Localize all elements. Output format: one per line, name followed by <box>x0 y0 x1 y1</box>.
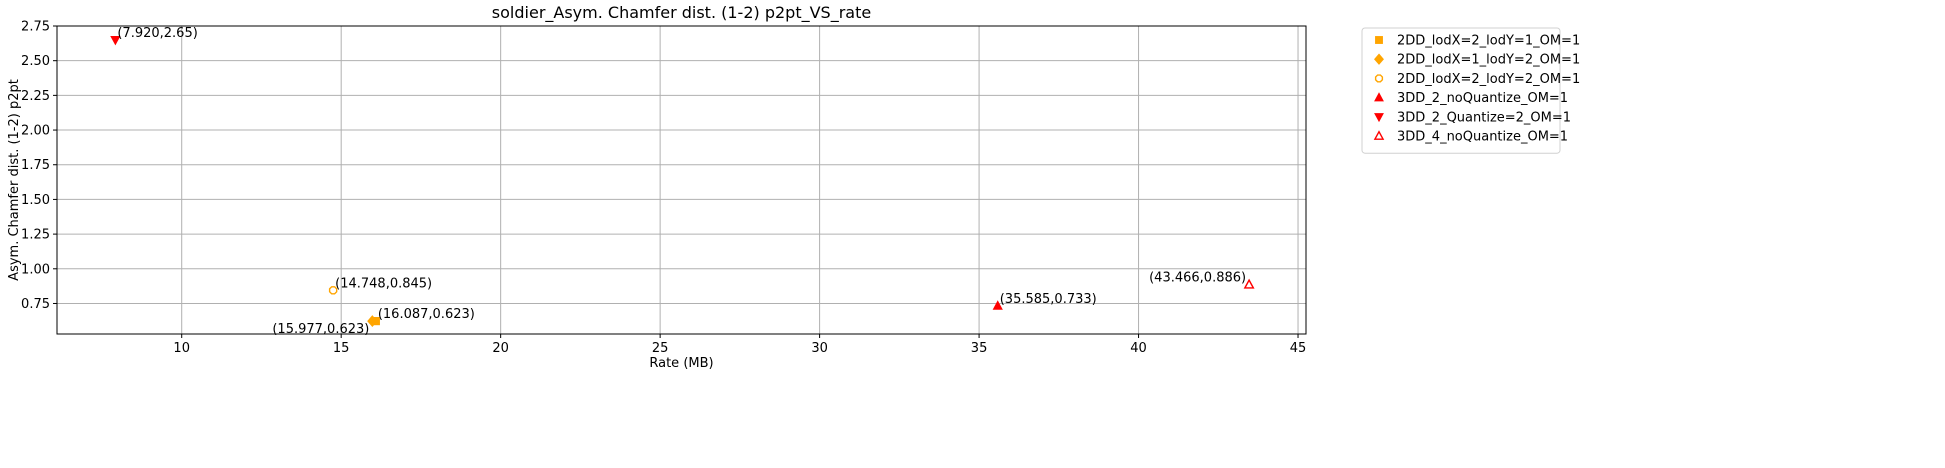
legend-label: 3DD_2_Quantize=2_OM=1 <box>1397 110 1571 125</box>
legend-marker <box>1374 53 1384 65</box>
legend-box <box>1361 27 1561 154</box>
y-tick-label: 1.75 <box>21 158 50 173</box>
y-tick-label: 1.50 <box>21 193 50 208</box>
x-tick-label: 20 <box>492 341 509 356</box>
data-label: (43.466,0.886) <box>1149 271 1246 286</box>
y-tick-label: 2.75 <box>21 20 50 35</box>
plot-frame <box>56 25 1307 335</box>
y-tick-label: 0.75 <box>21 297 50 312</box>
legend-label: 2DD_lodX=2_lodY=2_OM=1 <box>1397 72 1580 87</box>
y-tick-label: 1.25 <box>21 228 50 243</box>
y-axis-label: Asym. Chamfer dist. (1-2) p2pt <box>7 79 22 281</box>
x-tick-label: 25 <box>652 341 669 356</box>
y-tick-label: 2.00 <box>21 124 50 139</box>
chart-title: soldier_Asym. Chamfer dist. (1-2) p2pt_V… <box>492 3 871 23</box>
y-tick-label: 2.50 <box>21 54 50 69</box>
legend-label: 2DD_lodX=2_lodY=1_OM=1 <box>1397 34 1580 49</box>
data-point <box>367 315 378 328</box>
data-label: (35.585,0.733) <box>1000 292 1097 307</box>
legend-marker <box>1374 92 1384 102</box>
grid <box>57 25 1306 334</box>
data-point <box>328 286 338 295</box>
data-point <box>110 35 121 46</box>
x-tick-label: 35 <box>971 341 988 356</box>
data-point <box>992 300 1003 310</box>
legend-label: 3DD_2_noQuantize_OM=1 <box>1397 91 1568 106</box>
y-tick-label: 2.25 <box>21 89 50 104</box>
legend-marker <box>1375 36 1383 44</box>
legend-marker <box>1374 74 1384 83</box>
x-tick-label: 10 <box>173 341 190 356</box>
axis-ticks: 10 15 20 25 30 35 40 45 0.75 1.00 1.25 1.50 1.75 2.00… <box>21 20 1306 357</box>
x-tick-label: 30 <box>811 341 828 356</box>
y-tick-label: 1.00 <box>21 262 50 277</box>
data-label: (7.920,2.65) <box>117 26 197 41</box>
data-label: (16.087,0.623) <box>378 307 475 322</box>
x-tick-label: 45 <box>1290 341 1307 356</box>
data-label: (15.977,0.623) <box>272 322 369 337</box>
legend-label: 2DD_lodX=1_lodY=2_OM=1 <box>1397 53 1580 68</box>
legend-label: 3DD_4_noQuantize_OM=1 <box>1397 130 1568 145</box>
data-label: (14.748,0.845) <box>335 276 432 291</box>
legend-marker <box>1373 130 1385 140</box>
legend: 2DD_lodX=2_lodY=1_OM=1 2DD_lodX=1_lodY=2_… <box>1361 27 1580 154</box>
x-tick-label: 40 <box>1130 341 1147 356</box>
x-tick-label: 15 <box>333 341 350 356</box>
x-axis-label: Rate (MB) <box>649 356 713 371</box>
legend-marker <box>1374 113 1384 123</box>
data-point <box>1243 278 1255 289</box>
data-points: (16.087,0.623) (15.977,0.623) (14.748,0.84… <box>110 26 1255 337</box>
